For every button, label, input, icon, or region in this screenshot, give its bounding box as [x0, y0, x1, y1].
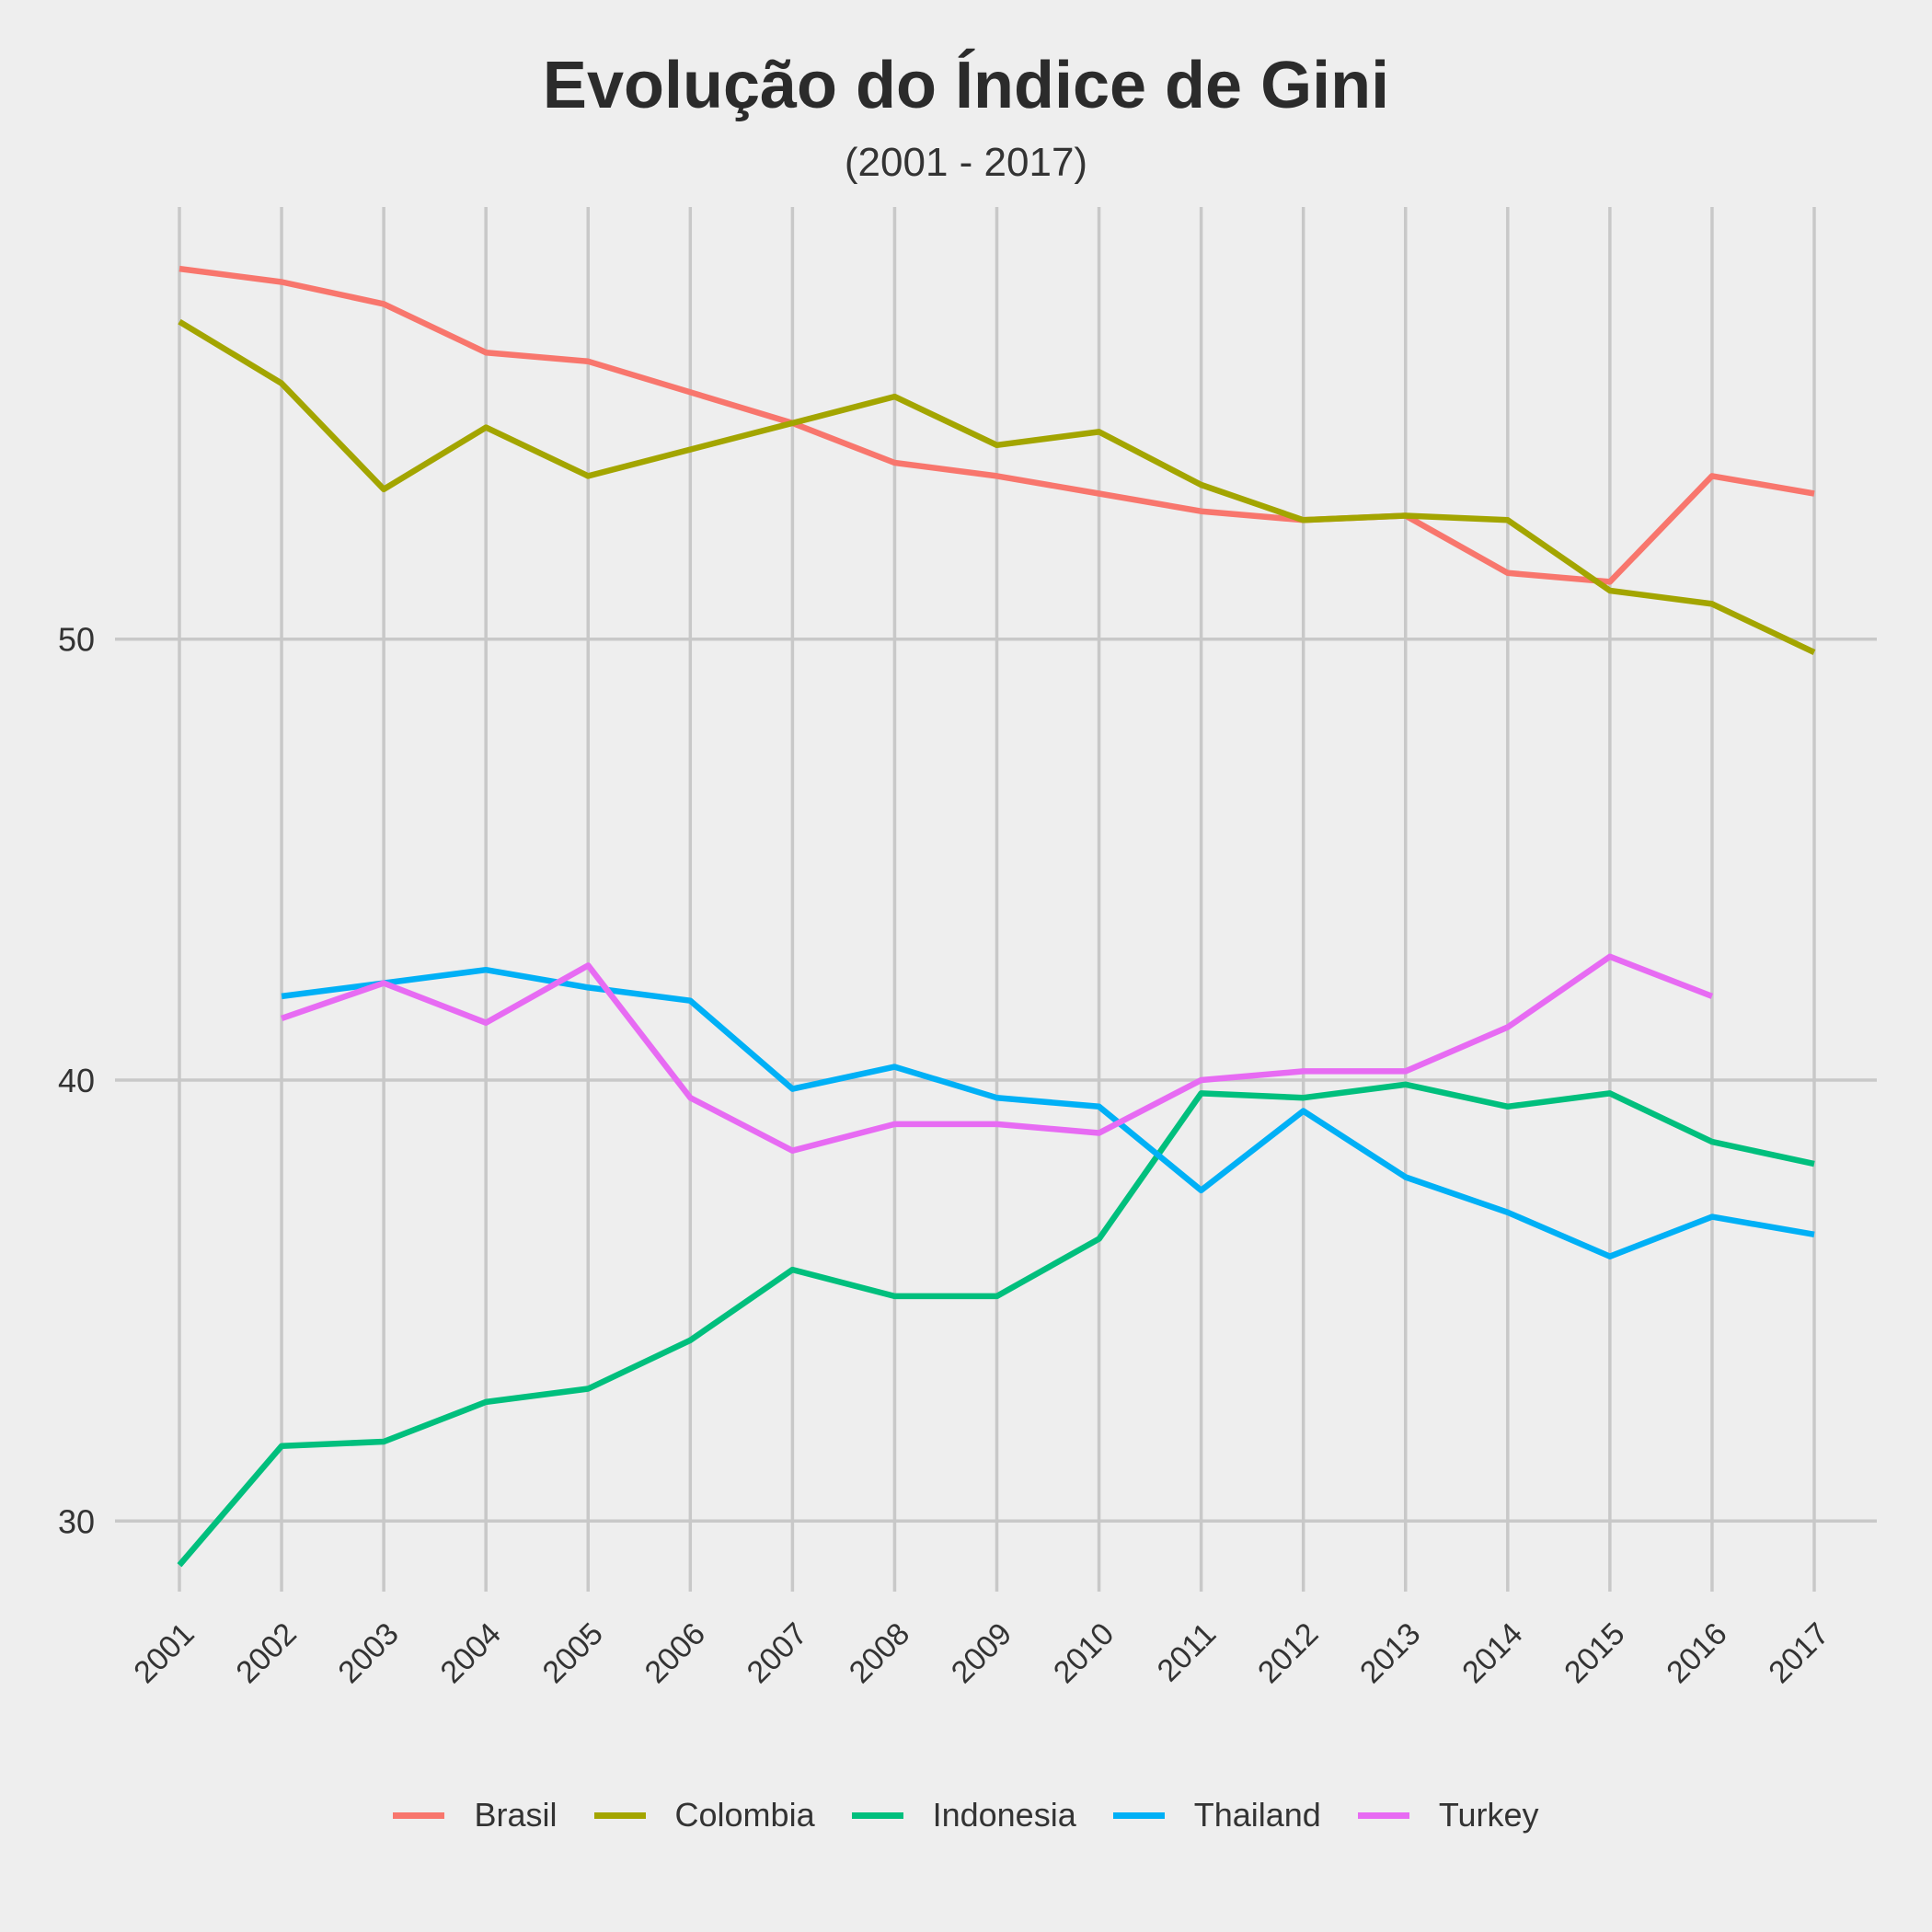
legend-label: Brasil [474, 1796, 558, 1834]
x-tick-label: 2002 [229, 1616, 303, 1690]
chart-title: Evolução do Índice de Gini [542, 49, 1390, 122]
x-tick-label: 2016 [1660, 1616, 1733, 1690]
x-tick-label: 2011 [1151, 1616, 1224, 1689]
x-tick-label: 2009 [945, 1616, 1018, 1690]
x-tick-label: 2003 [331, 1616, 405, 1690]
y-tick-label: 40 [58, 1062, 95, 1099]
legend-key-swatch [393, 1811, 445, 1819]
x-tick-label: 2005 [536, 1616, 610, 1690]
x-tick-label: 2012 [1251, 1616, 1325, 1690]
x-tick-label: 2017 [1762, 1616, 1835, 1690]
series-line-indonesia [177, 1081, 1815, 1568]
x-tick-label: 2015 [1558, 1616, 1631, 1690]
x-tick-label: 2001 [127, 1616, 201, 1690]
legend-key-swatch [593, 1811, 646, 1819]
legend-item-thailand: Thailand [1112, 1796, 1321, 1834]
axis-labels: 2001 2002 2003 2004 2005 2006 2007 2008 2009 2010… [58, 621, 1836, 1690]
legend-key-swatch [1357, 1811, 1409, 1819]
series-line-colombia [178, 318, 1816, 656]
series-line-thailand [281, 966, 1815, 1259]
legend-item-brasil: Brasil [393, 1796, 558, 1834]
y-tick-label: 50 [58, 621, 95, 659]
x-tick-label: 2006 [638, 1616, 712, 1690]
grid-lines [115, 207, 1877, 1592]
x-tick-label: 2004 [433, 1616, 507, 1690]
x-tick-label: 2007 [741, 1616, 814, 1690]
x-tick-label: 2014 [1455, 1616, 1529, 1690]
legend-label: Thailand [1193, 1796, 1321, 1834]
legend-item-colombia: Colombia [593, 1796, 815, 1834]
legend-label: Colombia [674, 1796, 815, 1834]
x-tick-label: 2010 [1047, 1616, 1121, 1690]
legend-item-turkey: Turkey [1357, 1796, 1539, 1834]
chart-subtitle: (2001 - 2017) [844, 140, 1088, 185]
x-tick-label: 2013 [1353, 1616, 1427, 1690]
legend-label: Indonesia [932, 1796, 1076, 1834]
series-line-brasil [178, 265, 1815, 585]
x-tick-label: 2008 [843, 1616, 916, 1690]
series-line-turkey [281, 953, 1714, 1154]
legend-key-swatch [851, 1811, 903, 1819]
series-lines [177, 265, 1816, 1568]
legend-label: Turkey [1438, 1796, 1539, 1834]
legend: Brasil Colombia Indonesia Thailand Turkey [0, 1796, 1932, 1834]
y-tick-label: 30 [58, 1502, 95, 1540]
legend-key-swatch [1112, 1811, 1165, 1819]
legend-item-indonesia: Indonesia [851, 1796, 1076, 1834]
